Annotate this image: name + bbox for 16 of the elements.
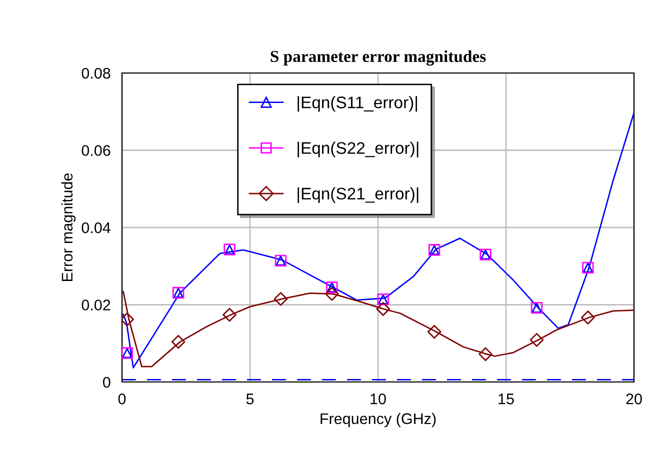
y-axis-title: Error magnitude bbox=[61, 173, 76, 282]
x-tick-label: 0 bbox=[118, 394, 126, 404]
chart-title: S parameter error magnitudes bbox=[270, 50, 486, 66]
y-tick-label: 0.04 bbox=[82, 222, 110, 234]
y-tick-label: 0.06 bbox=[82, 145, 110, 156]
x-tick-label: 20 bbox=[626, 394, 642, 404]
y-tick-label: 0 bbox=[102, 376, 110, 388]
x-tick-label: 5 bbox=[246, 394, 254, 404]
legend-label: |Eqn(S11_error)| bbox=[298, 96, 417, 112]
legend-label: |Eqn(S21_error)| bbox=[298, 187, 418, 203]
x-tick-label: 15 bbox=[498, 394, 514, 404]
x-tick-label: 10 bbox=[370, 394, 386, 404]
y-tick-label: 0.08 bbox=[82, 68, 110, 79]
legend-label: |Eqn(S22_error)| bbox=[298, 142, 418, 158]
y-tick-label: 0.02 bbox=[82, 300, 110, 310]
x-axis-title: Frequency (GHz) bbox=[320, 412, 436, 428]
